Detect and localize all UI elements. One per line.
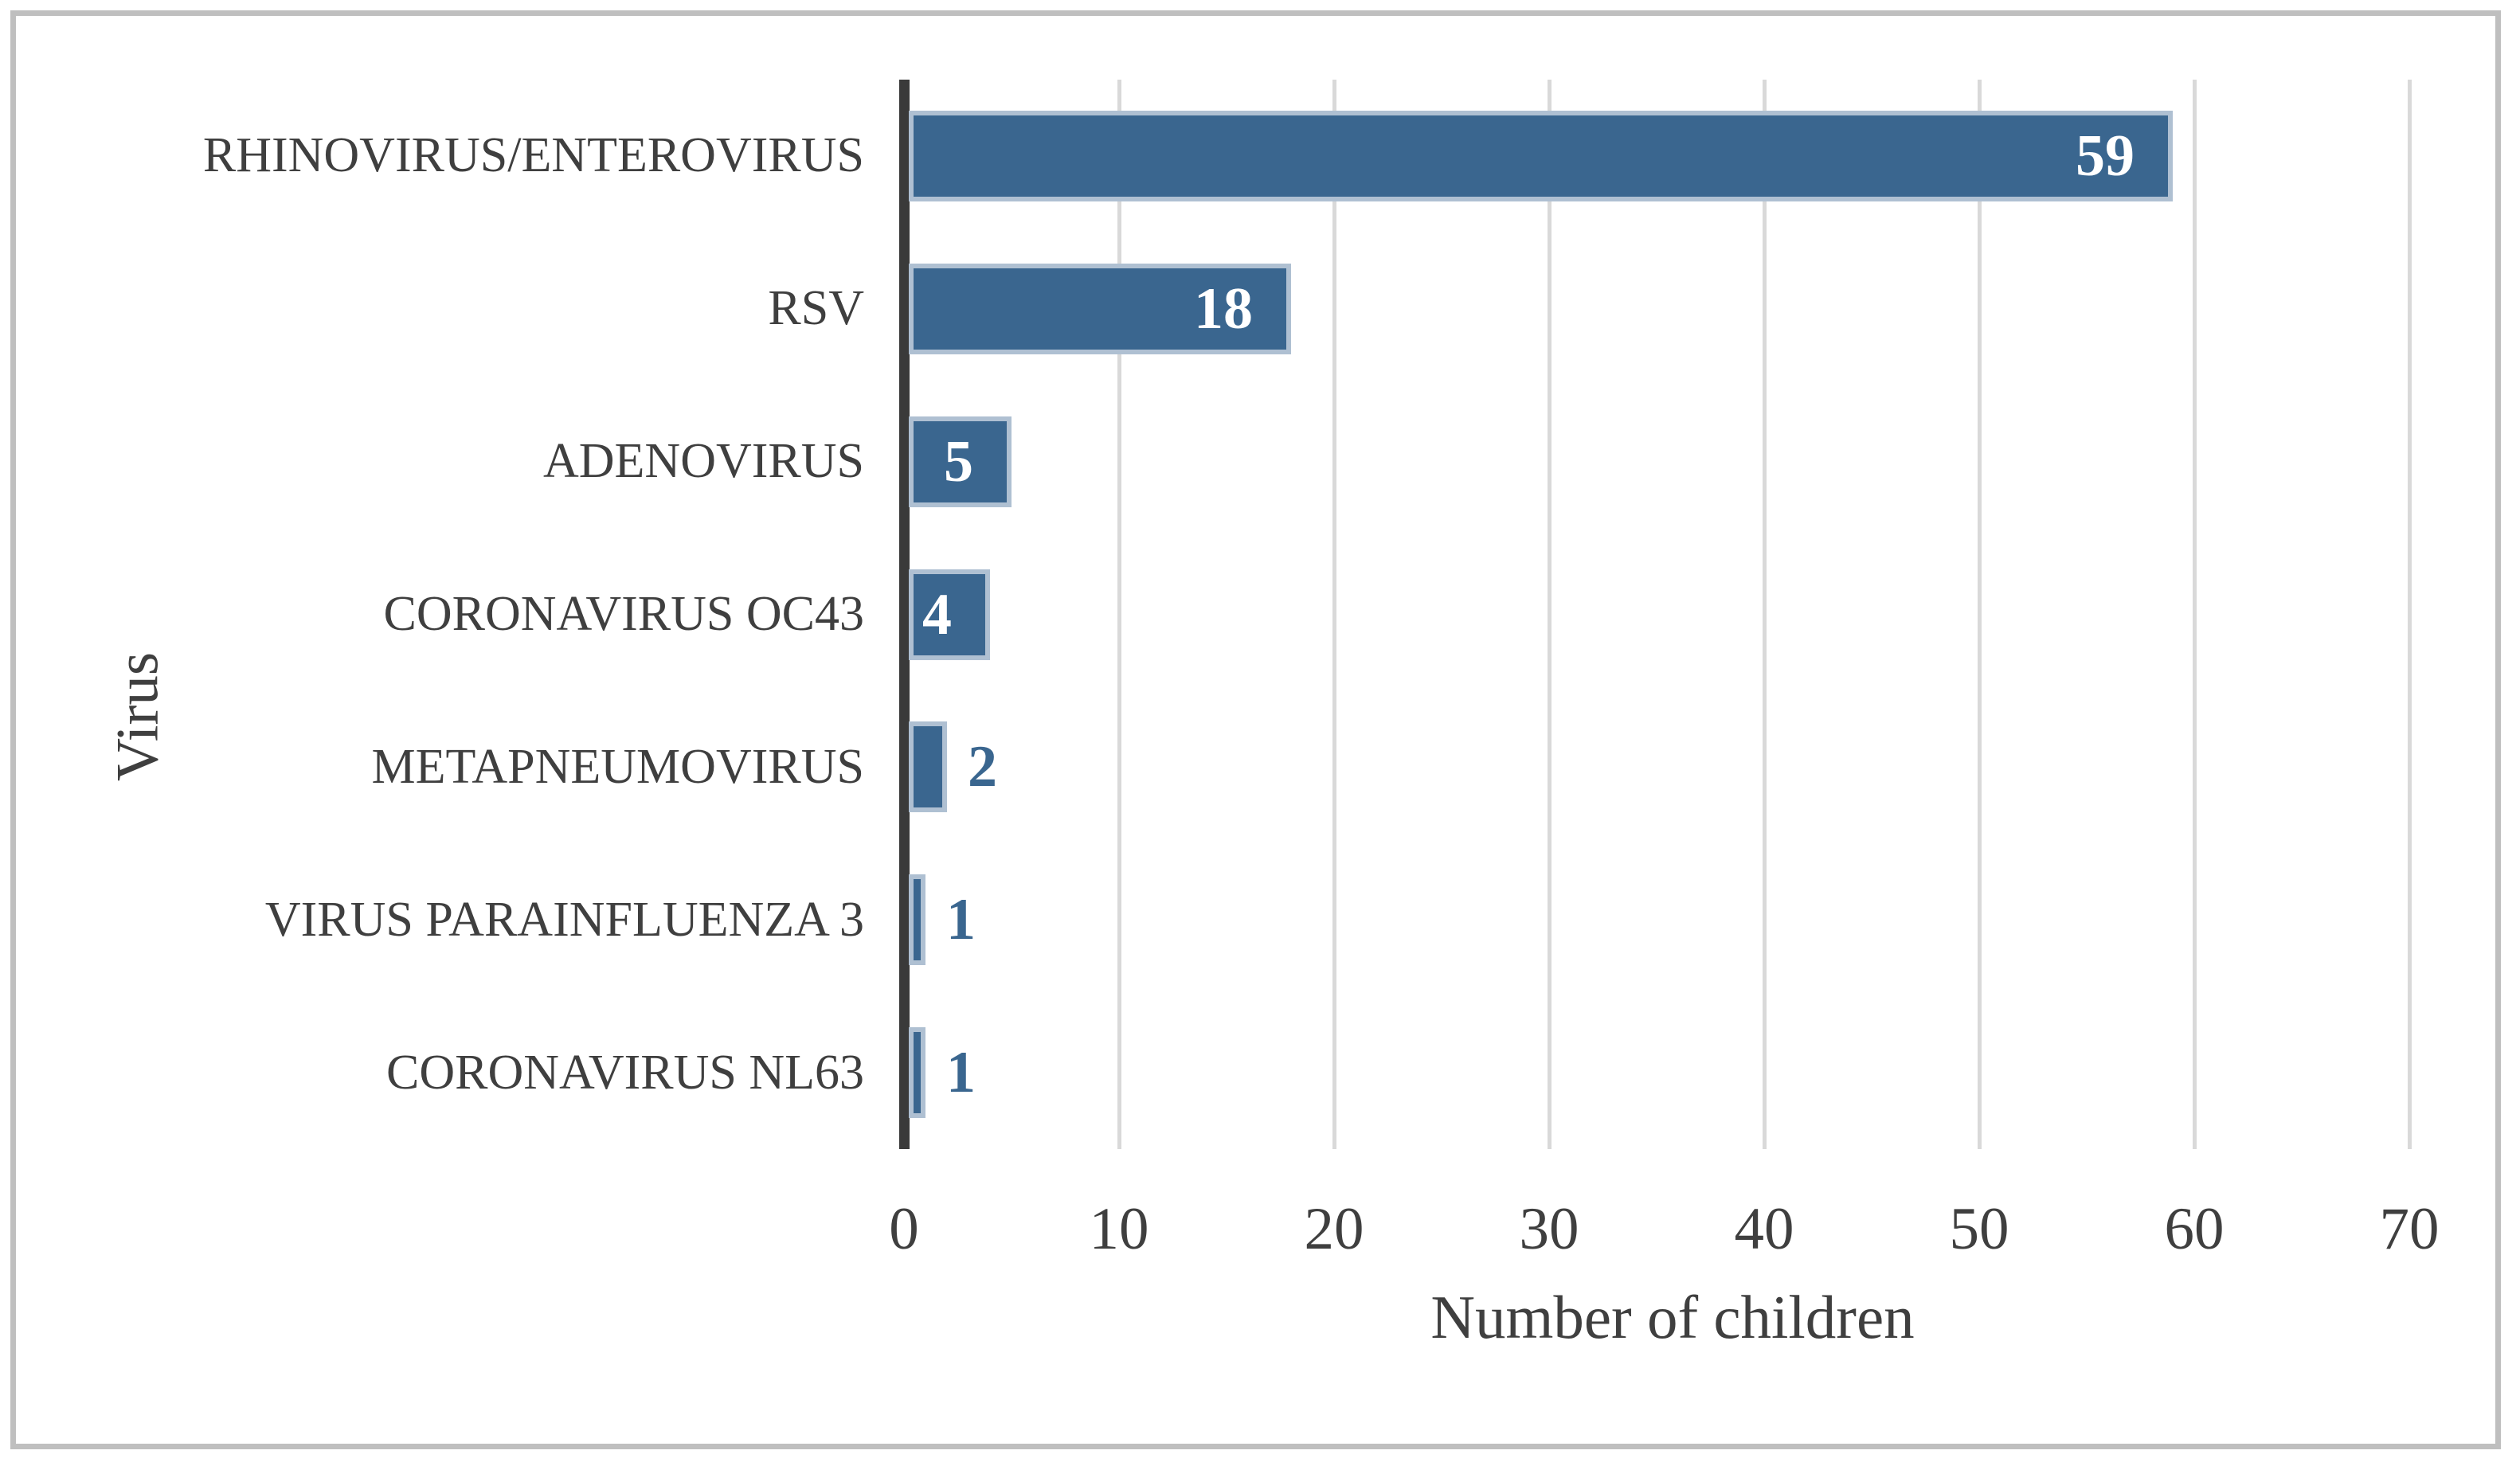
bar-value-label: 59 (2076, 123, 2135, 189)
category-label: ADENOVIRUS (543, 434, 864, 489)
gridline (1978, 80, 1982, 1149)
bar (909, 1027, 925, 1119)
category-label: CORONAVIRUS OC43 (383, 586, 864, 641)
bar-value-label: 2 (968, 734, 997, 800)
bar-value-label: 18 (1194, 276, 1253, 342)
bar (909, 874, 925, 966)
x-tick-label: 40 (1734, 1196, 1794, 1262)
bar-value-label: 4 (922, 581, 952, 647)
bar (909, 721, 947, 813)
x-tick-label: 10 (1089, 1196, 1149, 1262)
x-tick-label: 0 (889, 1196, 919, 1262)
category-label: VIRUS PARAINFLUENZA 3 (264, 892, 864, 947)
gridline (2193, 80, 2197, 1149)
gridline (1548, 80, 1552, 1149)
gridline (2408, 80, 2412, 1149)
gridline (1117, 80, 1121, 1149)
x-axis-title: Number of children (1430, 1283, 1915, 1351)
x-tick-label: 50 (1949, 1196, 2009, 1262)
x-tick-label: 20 (1304, 1196, 1364, 1262)
category-label: METAPNEUMOVIRUS (371, 739, 864, 794)
x-tick-label: 30 (1519, 1196, 1579, 1262)
bar (909, 569, 990, 660)
bar-value-label: 1 (946, 887, 976, 953)
gridline (1763, 80, 1767, 1149)
category-label: RSV (768, 281, 864, 336)
y-axis-title: Virus (104, 651, 171, 782)
bar-value-label: 5 (944, 428, 973, 495)
bar (909, 110, 2173, 201)
bar (909, 416, 1012, 507)
chart-frame (10, 10, 2501, 1449)
bar-value-label: 1 (946, 1040, 976, 1106)
x-tick-label: 60 (2164, 1196, 2225, 1262)
gridline (1332, 80, 1336, 1149)
value-axis-line (899, 80, 910, 1149)
x-tick-label: 70 (2379, 1196, 2440, 1262)
category-label: RHINOVIRUS/ENTEROVIRUS (202, 128, 864, 183)
category-label: CORONAVIRUS NL63 (386, 1045, 864, 1100)
bar (909, 263, 1291, 354)
